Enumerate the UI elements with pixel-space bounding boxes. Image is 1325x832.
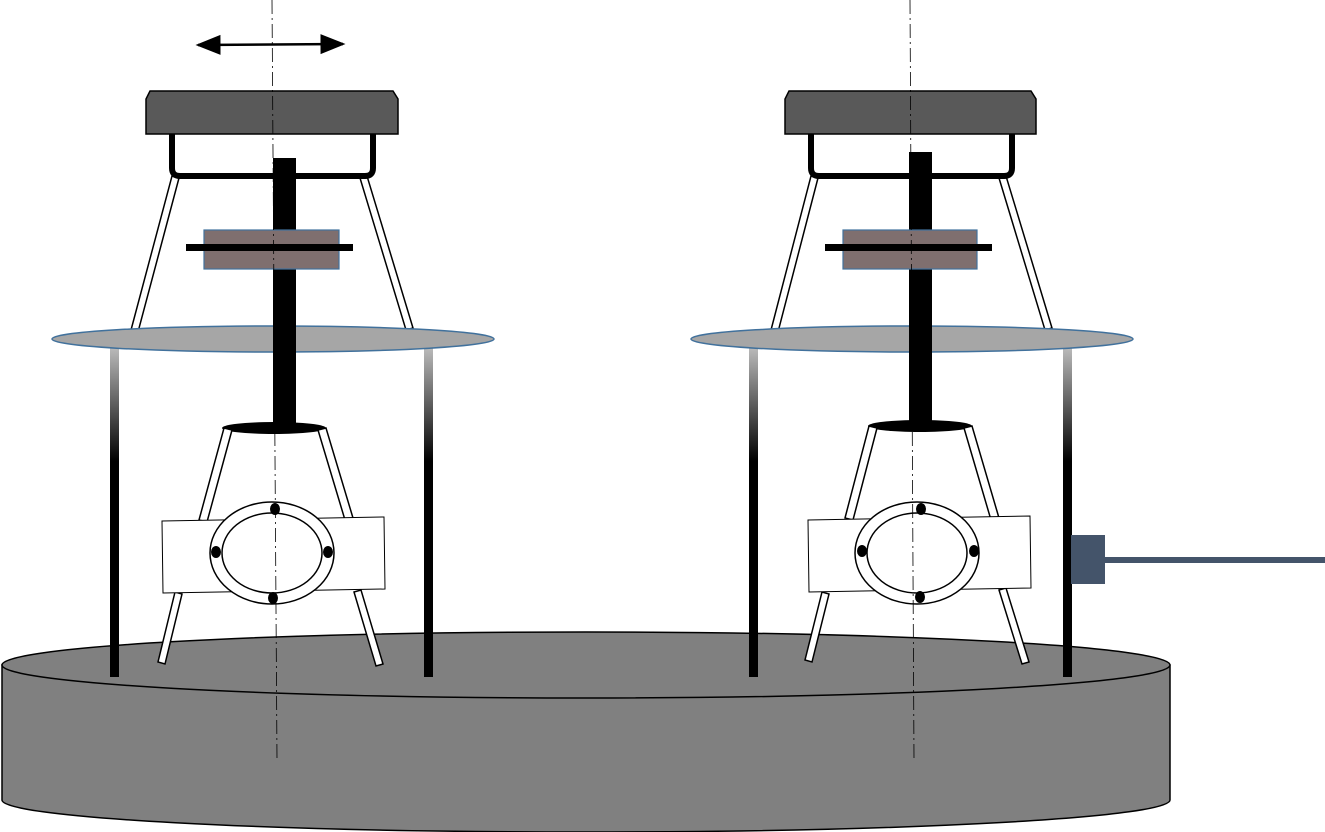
left-ring-dot-right <box>323 546 333 558</box>
right-cup-leg-right <box>963 425 1000 521</box>
right-ring-dot-bottom <box>915 591 925 603</box>
right-upper-strut-right <box>998 175 1053 331</box>
right-cup-rim <box>868 420 972 432</box>
right-crossbar <box>825 244 992 251</box>
right-centerline <box>909 0 915 761</box>
left-crossbar <box>186 244 353 251</box>
left-bracket <box>169 134 376 179</box>
right-side-connector <box>1071 535 1105 584</box>
left-support-post-right <box>424 345 433 677</box>
left-centerline <box>271 0 278 761</box>
right-ring-inner <box>866 512 968 594</box>
left-top-cap <box>145 90 399 135</box>
left-central-shaft <box>273 158 296 426</box>
left-upper-strut-left <box>130 175 180 333</box>
left-lower-leg-right <box>353 589 384 667</box>
right-cup-leg-left <box>844 425 878 521</box>
left-cup-leg-left <box>198 427 233 523</box>
right-lower-leg-left <box>804 591 830 663</box>
right-unit <box>690 0 1325 761</box>
right-upper-strut-left <box>770 175 819 333</box>
right-central-shaft <box>909 152 932 426</box>
right-ring-dot-top <box>916 503 926 515</box>
base-platform-top <box>1 631 1171 699</box>
right-support-post-left <box>749 345 758 677</box>
left-cup-leg-right <box>317 427 354 521</box>
left-unit <box>51 0 495 761</box>
base-platform <box>1 631 1171 832</box>
right-top-cap <box>784 90 1037 135</box>
right-ring-dot-left <box>857 545 867 557</box>
left-ring-inner <box>221 512 323 594</box>
left-ring-dot-bottom <box>268 592 278 604</box>
right-support-post-right <box>1063 345 1072 677</box>
right-side-cable <box>1105 557 1325 563</box>
left-ring-dot-left <box>211 546 221 558</box>
right-ring-dot-right <box>969 545 979 557</box>
left-cup-rim <box>222 422 326 434</box>
left-lower-leg-left <box>157 591 183 665</box>
left-support-post-left <box>110 345 119 677</box>
left-motion-arrow <box>195 34 346 55</box>
left-upper-strut-right <box>359 175 414 331</box>
